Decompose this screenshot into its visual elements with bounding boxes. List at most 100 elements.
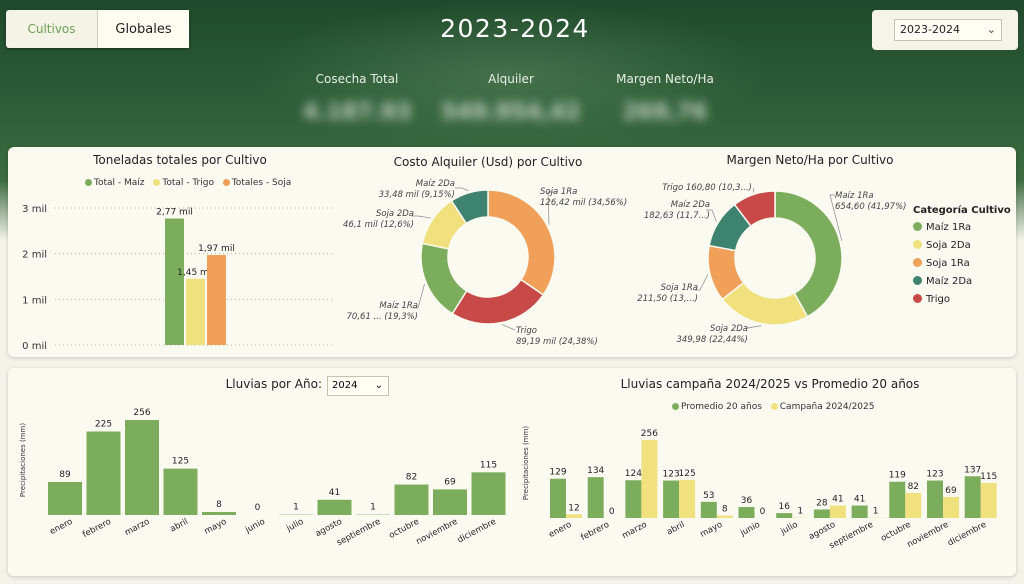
legend-dot xyxy=(153,179,161,186)
category-legend-item[interactable]: Trigo xyxy=(913,294,1011,305)
category-legend-title: Categoría Cultivo xyxy=(913,205,1011,216)
legend-label: Totales - Soja xyxy=(231,178,292,188)
slice-label: Soja 1Ra xyxy=(661,283,698,293)
bar xyxy=(943,496,959,518)
bar xyxy=(186,278,205,345)
legend-label: Soja 1Ra xyxy=(926,258,970,269)
category-legend-item[interactable]: Maíz 2Da xyxy=(913,276,1011,287)
chart-title-lluvias: Lluvias por Año: xyxy=(225,377,322,391)
legend-dot xyxy=(913,294,922,303)
slice-label: 70,61 ... (19,3%) xyxy=(347,312,418,322)
category-legend-item[interactable]: Soja 1Ra xyxy=(913,258,1011,269)
legend-label: Maíz 2Da xyxy=(926,276,973,287)
x-tick-label: junio xyxy=(243,517,267,536)
kpi-margen-label: Margen Neto/Ha xyxy=(616,72,714,86)
kpi-alquiler-label: Alquiler xyxy=(488,72,534,86)
donut-slice xyxy=(451,278,545,325)
data-label: 1 xyxy=(797,507,803,517)
chevron-down-icon: ⌄ xyxy=(374,380,383,391)
x-tick-label: mayo xyxy=(203,517,229,537)
leader-line xyxy=(547,191,555,225)
category-legend-item[interactable]: Soja 2Da xyxy=(913,240,1011,251)
year-select-value: 2023-2024 xyxy=(900,23,960,36)
leader-line xyxy=(695,274,709,291)
y-axis-label: Precipitaciones (mm) xyxy=(19,423,27,497)
category-legend-item[interactable]: Maíz 1Ra xyxy=(913,222,1011,233)
leader-line xyxy=(501,324,516,331)
bar xyxy=(550,478,566,518)
donut-slice xyxy=(487,189,556,296)
tab-globales[interactable]: Globales xyxy=(98,10,189,48)
data-label: 123 xyxy=(663,470,680,480)
legend-label: Total - Trigo xyxy=(162,178,214,188)
data-label: 69 xyxy=(444,477,456,487)
slice-label: Soja 1Ra xyxy=(540,187,577,197)
year-select[interactable]: 2023-2024 ⌄ xyxy=(894,19,1002,41)
bar xyxy=(927,480,943,518)
x-tick-label: junio xyxy=(738,520,762,539)
legend-item-soja[interactable]: Totales - Soja xyxy=(222,178,292,188)
tab-cultivos[interactable]: Cultivos xyxy=(6,10,98,48)
slice-label: Trigo 160,80 (10,3...) xyxy=(662,183,752,193)
slice-label: Soja 2Da xyxy=(710,324,748,334)
bar xyxy=(433,489,467,515)
data-label: 123 xyxy=(926,470,943,480)
data-label: 36 xyxy=(741,496,753,506)
donut-slice xyxy=(733,190,776,228)
data-label: 8 xyxy=(722,505,728,515)
kpi-margen-value: 269,76 xyxy=(622,100,708,125)
x-tick-label: mayo xyxy=(699,520,725,540)
data-label: 1 xyxy=(873,507,879,517)
leader-line xyxy=(752,187,755,193)
slice-label: 126,42 mil (34,56%) xyxy=(540,198,627,208)
data-label: 69 xyxy=(945,486,957,496)
slice-label: 211,50 (13,...) xyxy=(637,294,698,304)
data-label: 256 xyxy=(133,408,150,418)
x-tick-label: marzo xyxy=(123,517,151,538)
legend-label: Campaña 2024/2025 xyxy=(779,402,875,412)
slice-label: 182,63 (11,7...) xyxy=(644,211,710,221)
data-label: 0 xyxy=(255,503,261,513)
data-label: 115 xyxy=(980,472,997,482)
data-label: 16 xyxy=(778,502,790,512)
bar xyxy=(394,484,429,515)
y-tick-label: 1 mil xyxy=(22,295,47,306)
legend-dot xyxy=(913,276,922,285)
x-tick-label: diciembre xyxy=(946,520,988,549)
data-label: 0 xyxy=(609,507,615,517)
legend-item-campana[interactable]: Campaña 2024/2025 xyxy=(770,402,875,412)
x-tick-label: septiembre xyxy=(335,517,382,548)
data-label: 53 xyxy=(703,491,714,501)
legend-item-promedio[interactable]: Promedio 20 años xyxy=(672,402,762,412)
legend-label: Total - Maíz xyxy=(94,178,145,188)
bar xyxy=(813,509,830,518)
legend-item-maiz[interactable]: Total - Maíz xyxy=(85,178,145,188)
data-label: 28 xyxy=(816,498,828,508)
rain-year-dropdown[interactable]: 2024 ⌄ xyxy=(327,376,389,396)
x-tick-label: enero xyxy=(547,520,573,540)
bar xyxy=(207,255,226,345)
data-label: 134 xyxy=(587,466,604,476)
bar xyxy=(851,505,868,518)
bar xyxy=(889,481,906,518)
data-label: 82 xyxy=(406,473,417,483)
legend-dot xyxy=(85,179,92,186)
leader-line xyxy=(829,194,843,241)
year-filter-box: 2023-2024 ⌄ xyxy=(872,10,1018,50)
leader-line xyxy=(706,209,717,222)
category-legend: Categoría Cultivo Maíz 1Ra Soja 2Da Soja… xyxy=(913,205,1011,312)
x-tick-label: febrero xyxy=(81,517,113,540)
slice-label: 33,48 mil (9,15%) xyxy=(379,190,455,200)
data-label: 256 xyxy=(641,429,658,439)
bar xyxy=(829,505,846,518)
data-label: 225 xyxy=(95,420,112,430)
bar xyxy=(964,476,981,518)
kpi-cosecha-label: Cosecha Total xyxy=(315,72,399,86)
data-label: 41 xyxy=(854,495,865,505)
data-label: 124 xyxy=(625,469,642,479)
legend-dot xyxy=(913,258,922,267)
kpi-cosecha-value: 4.187.93 xyxy=(302,100,412,125)
data-label: 0 xyxy=(760,507,766,517)
legend-item-trigo[interactable]: Total - Trigo xyxy=(153,178,214,188)
